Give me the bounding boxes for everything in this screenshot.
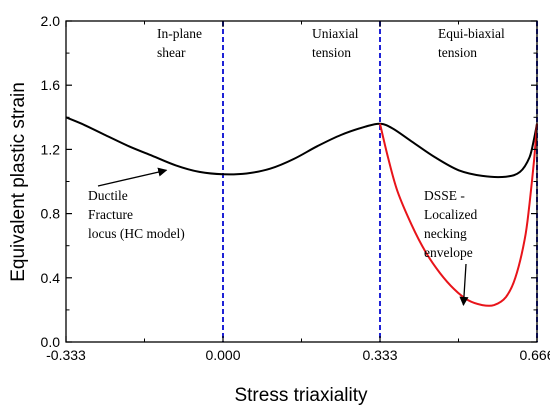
y-tick-label: 0.0 bbox=[41, 334, 61, 350]
annotation-line: necking bbox=[424, 226, 467, 241]
annotation-line: Fracture bbox=[88, 207, 133, 222]
annotation-line: tension bbox=[438, 45, 477, 60]
annotation-line: locus (HC model) bbox=[88, 226, 185, 241]
series-fracture-locus-line bbox=[65, 116, 538, 179]
series-layer bbox=[65, 116, 538, 307]
y-tick-label: 1.6 bbox=[41, 77, 61, 93]
y-tick-label: 2.0 bbox=[41, 13, 61, 29]
annotation-line: tension bbox=[312, 45, 351, 60]
x-tick-label: 0.666 bbox=[519, 347, 550, 363]
annotation-line: Localized bbox=[424, 207, 477, 222]
annotation-ductile-fracture-locus: Ductile Fracture locus (HC model) bbox=[88, 188, 185, 241]
annotation-arrows bbox=[97, 167, 469, 306]
y-tick-label: 0.4 bbox=[41, 270, 61, 286]
annotation-line: shear bbox=[157, 45, 186, 60]
annotation-line: Ductile bbox=[88, 188, 128, 203]
y-axis-title: Equivalent plastic strain bbox=[8, 82, 29, 282]
annotation-in-plane-shear: In-plane shear bbox=[157, 26, 202, 60]
annotation-uniaxial-tension: Uniaxial tension bbox=[312, 26, 359, 60]
annotations: In-plane shear Uniaxial tension Equi-biaxi… bbox=[88, 26, 505, 260]
x-tick-label: 0.000 bbox=[205, 347, 240, 363]
axes: 0.0 0.4 0.8 1.2 1.6 2.0 -0.333 0.000 0.333 0.666 bbox=[41, 13, 550, 363]
annotation-equi-biaxial-tension: Equi-biaxial tension bbox=[438, 26, 505, 60]
y-tick-label: 1.2 bbox=[41, 141, 61, 157]
vertical-reference-lines bbox=[222, 21, 538, 342]
annotation-dsse-necking-envelope: DSSE - Localized necking envelope bbox=[424, 188, 477, 260]
y-tick-label: 0.8 bbox=[41, 206, 61, 222]
annotation-line: Equi-biaxial bbox=[438, 26, 505, 41]
annotation-line: DSSE - bbox=[424, 188, 465, 203]
series-necking-envelope-line bbox=[379, 123, 538, 307]
x-tick-label: 0.333 bbox=[362, 347, 397, 363]
plot-frame bbox=[65, 20, 538, 343]
annotation-line: Uniaxial bbox=[312, 26, 359, 41]
annotation-arrow bbox=[97, 167, 168, 187]
annotation-arrow bbox=[459, 263, 469, 306]
annotation-line: In-plane bbox=[157, 26, 202, 41]
x-tick-label: -0.333 bbox=[46, 347, 86, 363]
annotation-line: envelope bbox=[424, 245, 473, 260]
x-axis-title: Stress triaxiality bbox=[234, 385, 368, 406]
